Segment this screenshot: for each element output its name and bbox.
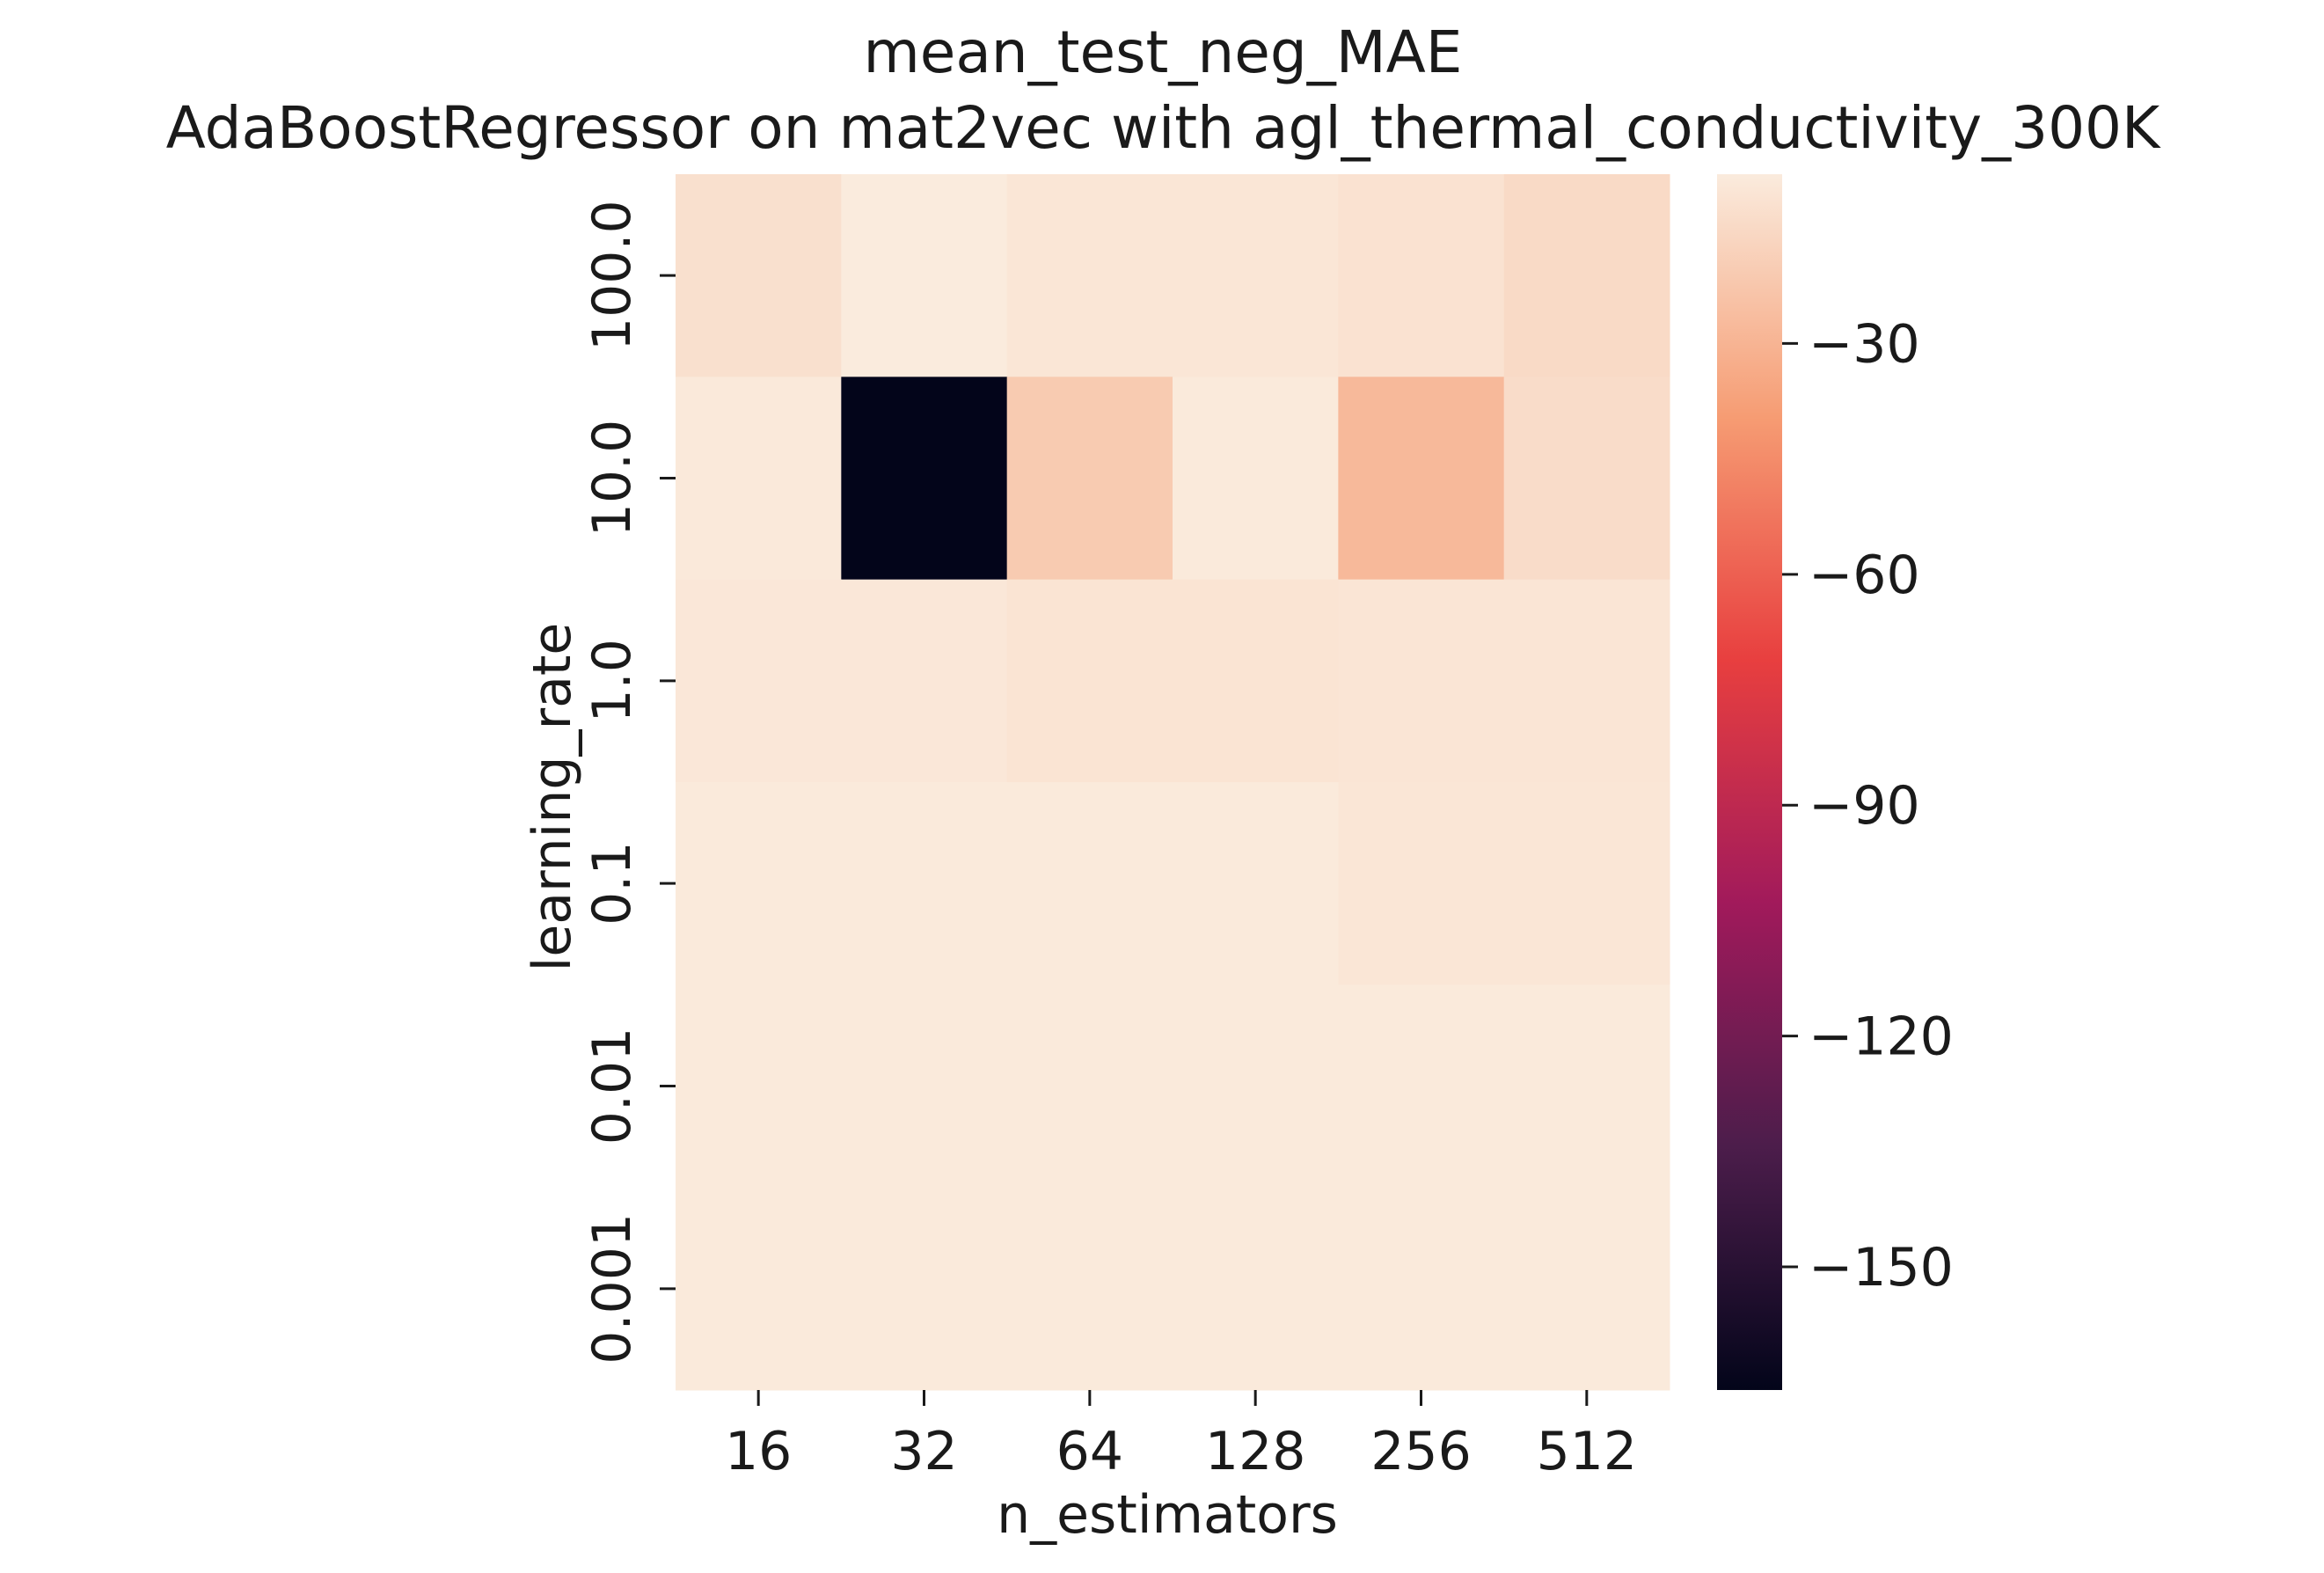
colorbar-ticks: −30 −60 −90 −120 −150 [1782, 313, 1954, 1299]
chart-subtitle: AdaBoostRegressor on mat2vec with agl_th… [166, 94, 2161, 162]
y-tick-label: 1.0 [581, 639, 643, 722]
heatmap-cell [676, 579, 842, 783]
heatmap-cell [1338, 782, 1505, 985]
chart-title: mean_test_neg_MAE [863, 18, 1462, 86]
heatmap-cell [841, 1187, 1008, 1391]
heatmap-cell [1503, 984, 1670, 1189]
heatmap-cells [676, 174, 1670, 1391]
y-tick-label: 0.1 [581, 841, 643, 925]
heatmap-cell [1173, 579, 1339, 783]
heatmap-cell [1006, 782, 1173, 985]
heatmap-cell [676, 984, 842, 1189]
colorbar-tick-label: −30 [1809, 313, 1920, 375]
heatmap-cell [1503, 1187, 1670, 1391]
heatmap-cell [676, 377, 842, 581]
x-tick-label: 128 [1205, 1421, 1306, 1482]
heatmap-cell [1006, 1187, 1173, 1391]
colorbar-tick-label: −150 [1809, 1237, 1954, 1299]
x-tick-label: 16 [725, 1421, 792, 1482]
colorbar-tick-label: −120 [1809, 1006, 1954, 1068]
heatmap-cell [676, 782, 842, 985]
heatmap-cell [1338, 377, 1505, 581]
x-tick-label: 256 [1370, 1421, 1472, 1482]
heatmap-cell [1006, 174, 1173, 377]
x-axis-ticks: 16 32 64 128 256 512 [725, 1390, 1637, 1482]
heatmap-cell [1173, 782, 1339, 985]
heatmap-cell [1006, 377, 1173, 581]
x-axis-label: n_estimators [997, 1484, 1338, 1546]
heatmap-cell [1338, 579, 1505, 783]
heatmap-cell [1173, 377, 1339, 581]
heatmap-cell [1173, 1187, 1339, 1391]
heatmap-cell [1338, 984, 1505, 1189]
heatmap-cell [1006, 579, 1173, 783]
heatmap-cell [841, 579, 1008, 783]
heatmap-cell [1503, 377, 1670, 581]
y-tick-label: 0.001 [581, 1213, 643, 1364]
heatmap-cell [841, 782, 1008, 985]
heatmap-cell [676, 174, 842, 377]
y-tick-label: 100.0 [581, 200, 643, 351]
colorbar-tick-label: −90 [1809, 775, 1920, 837]
heatmap-cell [1338, 1187, 1505, 1391]
heatmap-cell [1173, 984, 1339, 1189]
heatmap-cell [1173, 174, 1339, 377]
colorbar [1717, 174, 1782, 1390]
heatmap-cell [1006, 984, 1173, 1189]
y-tick-label: 0.01 [581, 1028, 643, 1145]
heatmap-cell [841, 174, 1008, 377]
colorbar-tick-label: −60 [1809, 545, 1920, 606]
heatmap-cell [676, 1187, 842, 1391]
x-tick-label: 64 [1056, 1421, 1123, 1482]
heatmap-cell [1503, 174, 1670, 377]
heatmap-cell [1338, 174, 1505, 377]
heatmap-cell [841, 377, 1008, 581]
y-axis-ticks: 100.0 10.0 1.0 0.1 0.01 0.001 [581, 200, 676, 1364]
y-tick-label: 10.0 [581, 420, 643, 538]
x-tick-label: 512 [1537, 1421, 1638, 1482]
heatmap-cell [1503, 782, 1670, 985]
x-tick-label: 32 [890, 1421, 957, 1482]
heatmap-cell [841, 984, 1008, 1189]
heatmap-cell [1503, 579, 1670, 783]
y-axis-label: learning_rate [522, 623, 583, 972]
